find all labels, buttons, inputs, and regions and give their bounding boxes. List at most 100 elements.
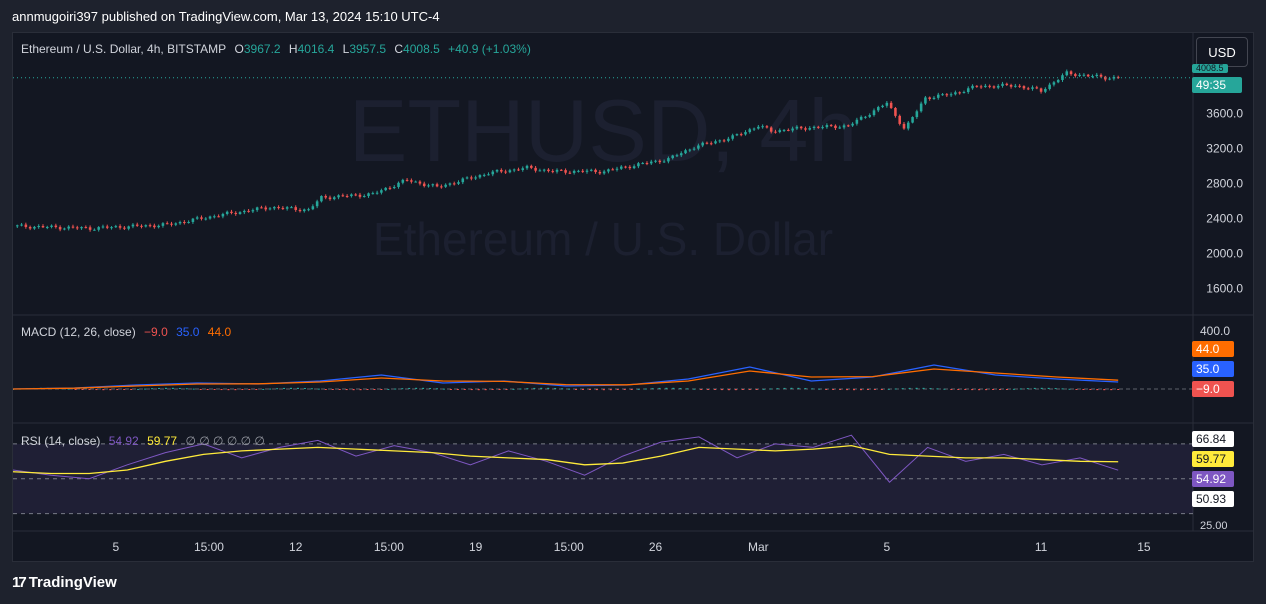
macd-histogram-bar: [227, 389, 230, 391]
candle-body: [547, 169, 550, 172]
candle-body: [1044, 88, 1047, 92]
candle-body: [260, 207, 263, 209]
candle-body: [153, 225, 156, 228]
candle-body: [752, 128, 756, 130]
macd-histogram-bar: [1012, 388, 1015, 390]
rsi-line: [13, 434, 1119, 483]
candle-body: [744, 132, 747, 135]
candle-body: [15, 225, 19, 227]
macd-histogram-bar: [707, 389, 710, 390]
candle-body: [435, 184, 439, 187]
candle-body: [915, 111, 919, 118]
macd-histogram-bar: [1026, 388, 1029, 390]
candle-body: [431, 184, 435, 186]
candle-body: [804, 128, 807, 130]
macd-histogram-bar: [164, 387, 167, 389]
macd-histogram-bar: [894, 388, 897, 390]
chart-frame[interactable]: ETHUSD, 4h Ethereum / U.S. Dollar 1600.0 20…: [12, 32, 1254, 562]
macd-histogram-bar: [922, 387, 925, 389]
candle-body: [996, 85, 1000, 88]
macd-histogram-bar: [825, 389, 828, 390]
macd-histogram-bar: [220, 389, 223, 391]
macd-histogram-bar: [185, 388, 188, 390]
candle-body: [358, 194, 362, 197]
macd-histogram-bar: [1068, 388, 1071, 390]
macd-histogram-bar: [832, 389, 835, 390]
macd-histogram-bar: [109, 389, 112, 391]
candle-body: [221, 213, 225, 217]
macd-histogram-bar: [157, 387, 160, 389]
candle-body: [354, 194, 357, 196]
candle-body: [598, 172, 602, 174]
candle-body: [58, 227, 62, 230]
macd-histogram-bar: [790, 387, 793, 389]
candle-body: [1108, 78, 1111, 80]
candle-body: [440, 186, 443, 188]
macd-histogram-bar: [1047, 387, 1050, 389]
candle-body: [538, 170, 542, 172]
candle-body: [144, 225, 148, 227]
time-axis-tick: 15:00: [554, 540, 584, 554]
rsi-ma-tag: 59.77: [1192, 451, 1234, 467]
macd-histogram-bar: [296, 387, 299, 389]
macd-histogram-bar: [533, 387, 536, 389]
candle-body: [470, 177, 473, 179]
macd-histogram-bar: [338, 389, 341, 390]
rsi-axis-label: 25.00: [1200, 520, 1228, 532]
candle-body: [28, 226, 32, 229]
candle-body: [230, 211, 233, 213]
candle-body: [654, 160, 657, 162]
candle-body: [838, 127, 842, 129]
price-legend: Ethereum / U.S. Dollar, 4h, BITSTAMP O39…: [21, 42, 536, 56]
candle-body: [684, 150, 687, 154]
macd-histogram-bar: [1040, 387, 1043, 389]
macd-histogram-bar: [693, 388, 696, 390]
macd-legend: MACD (12, 26, close) −9.0 35.0 44.0: [21, 325, 236, 339]
macd-histogram-bar: [512, 388, 515, 390]
candle-body: [855, 119, 859, 124]
candle-body: [54, 225, 58, 228]
candle-body: [594, 169, 597, 173]
macd-histogram-bar: [345, 389, 348, 391]
candle-body: [127, 226, 130, 229]
candle-body: [988, 85, 991, 87]
candle-body: [114, 226, 118, 228]
symbol-label: Ethereum / U.S. Dollar, 4h, BITSTAMP: [21, 42, 227, 56]
macd-histogram-bar: [137, 388, 140, 390]
candle-body: [123, 227, 126, 229]
candle-body: [911, 117, 914, 123]
macd-histogram-bar: [964, 389, 967, 390]
low-label: L: [342, 42, 350, 56]
candle-body: [881, 105, 884, 108]
macd-histogram-bar: [887, 388, 890, 390]
candle-body: [834, 125, 837, 129]
candle-body: [778, 130, 782, 132]
currency-button[interactable]: USD: [1196, 37, 1248, 67]
watermark-description: Ethereum / U.S. Dollar: [373, 213, 833, 265]
macd-histogram-bar: [373, 389, 376, 390]
candle-body: [444, 184, 447, 187]
candle-body: [701, 142, 704, 146]
macd-histogram-bar: [1117, 389, 1120, 390]
chart-canvas[interactable]: ETHUSD, 4h Ethereum / U.S. Dollar 1600.0 20…: [13, 33, 1254, 562]
candle-body: [787, 129, 790, 131]
candle-body: [941, 94, 944, 96]
candle-body: [521, 168, 525, 170]
macd-histogram-bar: [199, 389, 202, 390]
macd-histogram-bar: [151, 388, 154, 390]
candle-body: [371, 193, 375, 195]
candle-body: [692, 148, 696, 150]
candle-body: [924, 97, 927, 104]
candle-body: [632, 166, 636, 169]
macd-histogram-bar: [568, 388, 571, 390]
macd-histogram-bar: [999, 389, 1002, 390]
tradingview-footer[interactable]: 17 TradingView: [12, 574, 117, 591]
macd-histogram-bar: [908, 387, 911, 389]
macd-histogram-bar: [575, 389, 578, 390]
macd-histogram-bar: [352, 389, 355, 391]
close-label: C: [394, 42, 404, 56]
macd-histogram-bar: [950, 389, 953, 390]
candle-body: [530, 165, 533, 168]
candle-body: [1069, 71, 1073, 75]
macd-histogram-bar: [408, 387, 411, 389]
